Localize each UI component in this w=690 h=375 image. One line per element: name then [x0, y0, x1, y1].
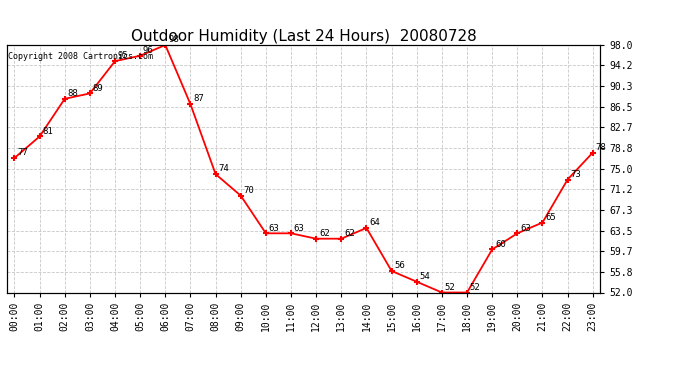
Text: 52: 52	[470, 283, 480, 292]
Text: 88: 88	[68, 89, 78, 98]
Text: 89: 89	[92, 84, 104, 93]
Text: 65: 65	[545, 213, 556, 222]
Text: 63: 63	[520, 224, 531, 232]
Title: Outdoor Humidity (Last 24 Hours)  20080728: Outdoor Humidity (Last 24 Hours) 2008072…	[130, 29, 477, 44]
Text: 54: 54	[420, 272, 431, 281]
Text: 70: 70	[244, 186, 255, 195]
Text: 74: 74	[218, 164, 229, 173]
Text: 87: 87	[193, 94, 204, 104]
Text: 95: 95	[118, 51, 128, 60]
Text: 64: 64	[369, 218, 380, 227]
Text: 96: 96	[143, 46, 154, 55]
Text: 81: 81	[42, 127, 53, 136]
Text: 62: 62	[319, 229, 330, 238]
Text: 78: 78	[595, 143, 607, 152]
Text: 63: 63	[294, 224, 304, 232]
Text: 77: 77	[17, 148, 28, 157]
Text: Copyright 2008 Cartronics.com: Copyright 2008 Cartronics.com	[8, 53, 153, 62]
Text: 56: 56	[395, 261, 405, 270]
Text: 60: 60	[495, 240, 506, 249]
Text: 73: 73	[571, 170, 581, 179]
Text: 98: 98	[168, 35, 179, 44]
Text: 63: 63	[268, 224, 279, 232]
Text: 52: 52	[444, 283, 455, 292]
Text: 62: 62	[344, 229, 355, 238]
